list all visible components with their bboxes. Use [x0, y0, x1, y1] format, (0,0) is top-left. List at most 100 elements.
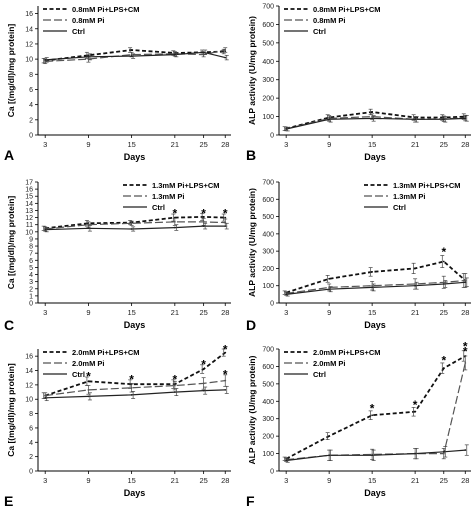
y-tick-label: 10: [25, 57, 33, 64]
y-tick-label: 200: [262, 434, 274, 441]
significance-star: *: [223, 342, 228, 356]
y-tick-label: 16: [25, 354, 33, 361]
y-tick-label: 9: [29, 236, 33, 243]
y-tick-label: 14: [25, 26, 33, 33]
x-tick-label: 25: [440, 140, 448, 149]
data-point: [414, 410, 417, 413]
data-point: [202, 220, 205, 223]
data-point: [224, 216, 227, 219]
y-tick-label: 400: [262, 231, 274, 238]
series-solid: [44, 222, 229, 233]
y-tick-label: 8: [29, 72, 33, 79]
data-point: [464, 449, 467, 451]
x-tick-label: 9: [327, 308, 331, 317]
legend-label: Ctrl: [72, 27, 85, 36]
significance-star: *: [172, 372, 177, 386]
series-line: [45, 380, 226, 397]
x-tick-label: 15: [127, 308, 135, 317]
y-tick-label: 700: [262, 180, 274, 187]
series-line: [45, 49, 226, 62]
x-tick-label: 9: [327, 476, 331, 485]
x-tick-label: 28: [221, 140, 229, 149]
x-tick-label: 28: [461, 476, 469, 485]
data-point: [371, 414, 374, 417]
significance-star: *: [463, 345, 468, 359]
legend-label: 0.8mM Pi: [313, 16, 346, 25]
data-point: [285, 293, 288, 296]
series-line: [286, 449, 466, 462]
data-point: [442, 283, 445, 285]
y-axis-label: Ca [(mg/dl)/mg protein]: [6, 24, 16, 118]
series-line: [286, 279, 466, 295]
data-point: [202, 382, 205, 385]
data-point: [224, 56, 227, 59]
y-tick-label: 10: [25, 229, 33, 236]
data-point: [285, 128, 288, 131]
data-point: [442, 452, 445, 455]
series-line: [45, 49, 226, 62]
data-point: [87, 380, 90, 383]
data-point: [442, 450, 445, 453]
data-point: [328, 288, 331, 291]
y-tick-label: 300: [262, 77, 274, 84]
data-point: [464, 117, 467, 120]
legend-label: 1.3mM Pi+LPS+CM: [393, 181, 461, 190]
legend-label: 1.3mM Pi: [393, 192, 426, 201]
y-tick-label: 600: [262, 197, 274, 204]
significance-star: *: [463, 340, 468, 354]
data-point: [130, 386, 133, 389]
y-tick-label: 16: [25, 187, 33, 194]
x-axis-label: Days: [364, 488, 386, 498]
x-tick-label: 25: [199, 140, 207, 149]
data-point: [130, 55, 133, 57]
series-solid: [285, 115, 469, 132]
y-axis-label: ALP activity (U/mg protein): [247, 355, 257, 464]
significance-star: *: [201, 207, 206, 221]
x-tick-label: 3: [284, 476, 288, 485]
x-axis-label: Days: [124, 320, 146, 330]
data-point: [371, 270, 374, 273]
y-tick-label: 600: [262, 22, 274, 29]
data-point: [173, 391, 176, 393]
x-tick-label: 25: [440, 308, 448, 317]
data-point: [202, 389, 205, 392]
data-point: [328, 118, 331, 121]
significance-star: *: [86, 370, 91, 384]
x-tick-label: 15: [368, 308, 376, 317]
y-tick-label: 500: [262, 40, 274, 47]
data-point: [285, 459, 288, 462]
legend-label: Ctrl: [152, 203, 165, 212]
data-point: [130, 49, 133, 51]
data-point: [224, 351, 227, 354]
x-tick-label: 21: [411, 308, 419, 317]
series-solid: [285, 444, 469, 463]
y-tick-label: 0: [29, 301, 33, 308]
significance-star: *: [441, 353, 446, 367]
data-point: [414, 452, 417, 455]
legend: 1.3mM Pi+LPS+CM 1.3mM Pi Ctrl: [364, 181, 461, 212]
x-tick-label: 28: [221, 476, 229, 485]
y-tick-label: 2: [29, 286, 33, 293]
panel-letter: B: [246, 147, 256, 163]
y-tick-label: 6: [29, 425, 33, 432]
y-tick-label: 500: [262, 381, 274, 388]
y-axis-label: Ca [(mg/dl)/mg protein]: [6, 196, 16, 290]
data-point: [442, 260, 445, 263]
x-tick-label: 25: [199, 308, 207, 317]
x-tick-label: 21: [171, 476, 179, 485]
data-point: [371, 284, 374, 287]
data-point: [371, 454, 374, 457]
data-point: [442, 281, 445, 284]
x-tick-label: 21: [411, 140, 419, 149]
y-tick-label: 17: [25, 180, 33, 187]
x-axis-label: Days: [124, 152, 146, 162]
series-line: [285, 260, 466, 294]
x-tick-label: 15: [368, 140, 376, 149]
series-line: [45, 215, 226, 230]
y-tick-label: 3: [29, 279, 33, 286]
y-tick-label: 200: [262, 266, 274, 273]
y-tick-label: 10: [25, 397, 33, 404]
significance-star: *: [223, 207, 228, 221]
chart-panel-b: 0 100 200 300 400 500 600 700 3 9 15 21 25 28 Days ALP …: [246, 4, 471, 163]
legend: 0.8mM Pi+LPS+CM 0.8mM Pi Ctrl: [284, 5, 381, 36]
